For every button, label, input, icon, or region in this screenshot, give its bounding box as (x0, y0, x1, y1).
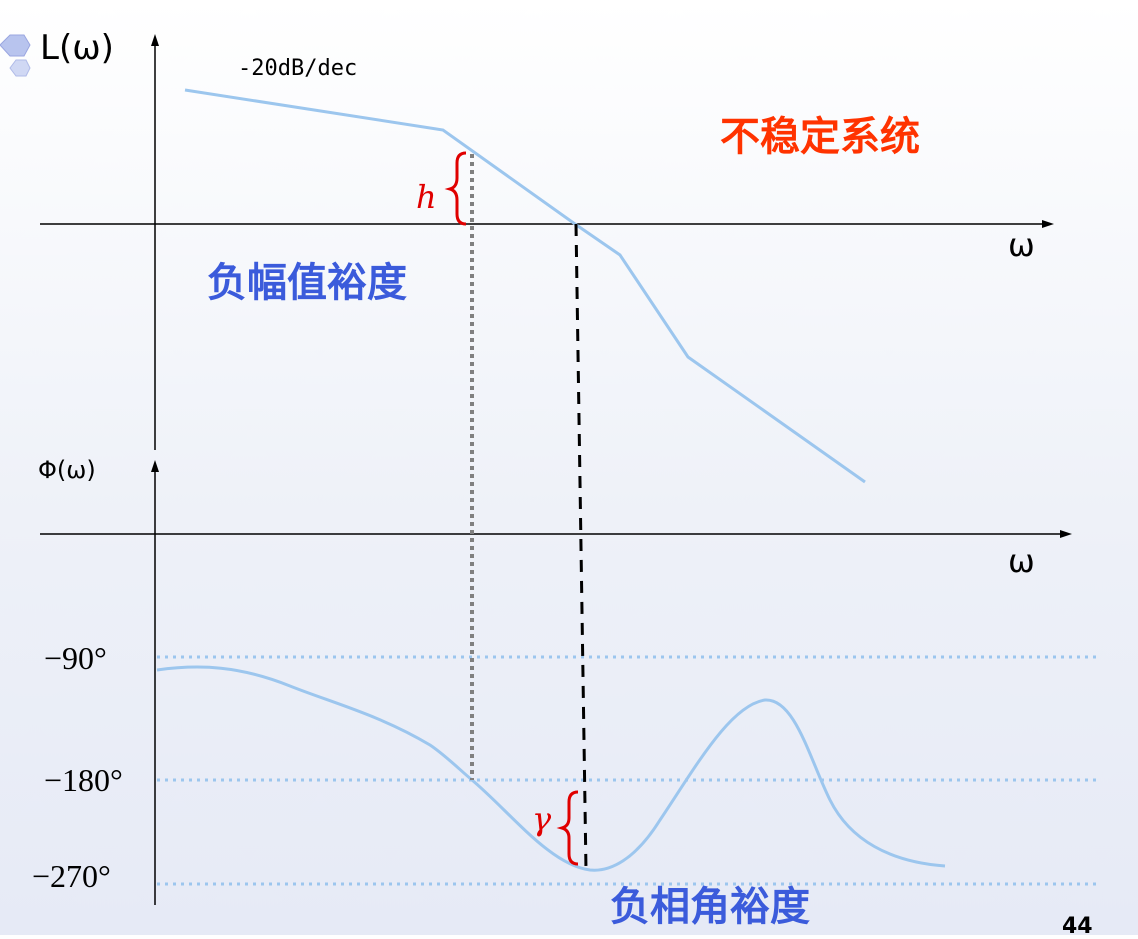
magnitude-y-label: L(ω) (40, 28, 114, 68)
page-number: 44 (1062, 914, 1093, 939)
phase-x-arrow-icon (1060, 530, 1072, 538)
phase-margin-brace-icon (556, 790, 579, 866)
negative-phase-margin-label: 负相角裕度 (610, 884, 810, 930)
magnitude-x-arrow-icon (1042, 220, 1054, 228)
tick-label-neg180: −180° (44, 762, 123, 798)
phase-curve (156, 665, 946, 872)
tick-label-neg270: −270° (32, 858, 111, 894)
slope-annotation: -20dB/dec (238, 56, 358, 81)
phase-x-label: ω (1008, 542, 1035, 580)
gain-margin-brace-icon (444, 151, 467, 226)
tick-label-neg90: −90° (44, 640, 107, 676)
corner-decoration-icon (0, 34, 31, 77)
phase-y-label: Φ(ω) (38, 456, 96, 484)
magnitude-y-arrow-icon (151, 34, 159, 46)
phase-y-arrow-icon (151, 460, 159, 472)
magnitude-curve (184, 88, 866, 484)
gain-crossover-line (574, 223, 588, 871)
negative-gain-margin-label: 负幅值裕度 (207, 260, 407, 306)
magnitude-x-label: ω (1008, 226, 1035, 264)
gain-margin-symbol: h (416, 178, 437, 216)
system-status-label: 不稳定系统 (720, 114, 920, 160)
phase-margin-symbol: γ (532, 800, 552, 838)
